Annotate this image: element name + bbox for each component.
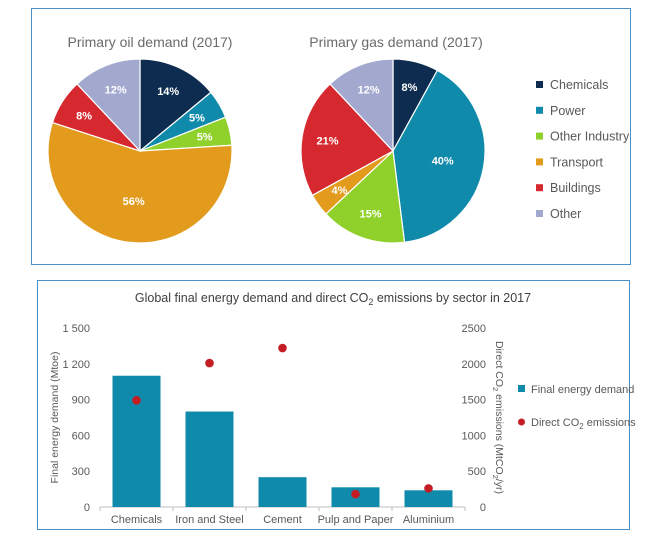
gas-slice-label-chemicals: 8% xyxy=(402,82,418,94)
left-tick-label: 1 200 xyxy=(62,359,90,371)
oil-slice-transport xyxy=(47,121,233,244)
left-tick-label: 900 xyxy=(72,395,90,407)
gas-slice-label-other: 12% xyxy=(358,84,380,96)
left-tick-label: 0 xyxy=(84,502,90,514)
oil-slice-label-other-industry: 5% xyxy=(197,132,213,144)
legend-marker-direct-co2-emissions xyxy=(518,418,525,426)
pie-legend: Chemicals Power Other Industry Transport Bui… xyxy=(536,78,630,221)
left-tick-label: 1 500 xyxy=(62,323,90,335)
pie-charts-panel: Primary oil demand (2017) 14% 5% 5% 56% 8% 12%… xyxy=(31,8,631,265)
bar-cement xyxy=(258,477,307,507)
legend-label-chemicals: Chemicals xyxy=(550,78,608,92)
gas-pie-chart: Primary gas demand (2017) 8% 40% 15% 4% 21% 12… xyxy=(300,34,486,244)
legend-label-other-industry: Other Industry xyxy=(550,130,630,144)
legend-label-power: Power xyxy=(550,104,585,118)
oil-slice-chemicals xyxy=(139,58,212,153)
oil-slice-label-chemicals: 14% xyxy=(157,86,179,98)
emission-point-pulp-and-paper xyxy=(351,489,360,499)
legend-swatch-power xyxy=(536,106,543,114)
x-tick-label-chemicals: Chemicals xyxy=(111,514,163,526)
right-axis-label: Direct CO2 emissions (MtCO2/yr) xyxy=(491,341,505,494)
x-tick-label-pulp-and-paper: Pulp and Paper xyxy=(318,514,394,526)
oil-slice-label-other: 12% xyxy=(105,84,127,96)
x-tick-label-iron-and-steel: Iron and Steel xyxy=(175,514,244,526)
emission-point-aluminium xyxy=(424,484,433,493)
right-tick-label: 2500 xyxy=(462,323,486,335)
gas-slice-power xyxy=(392,69,486,243)
left-axis-label: Final energy demand (Mtoe) xyxy=(49,352,61,484)
gas-slice-buildings xyxy=(300,83,394,197)
gas-slice-other-industry xyxy=(325,149,406,244)
emission-point-iron-and-steel xyxy=(205,358,214,368)
legend-label-other: Other xyxy=(550,207,581,221)
bar-chart-svg: Global final energy demand and direct CO… xyxy=(49,291,636,526)
legend-label-final-energy-demand: Final energy demand xyxy=(531,384,634,396)
bar-chemicals xyxy=(112,375,161,507)
oil-pie-chart: Primary oil demand (2017) 14% 5% 5% 56% 8% 12% xyxy=(47,34,233,244)
bar-aluminium xyxy=(404,490,453,507)
legend-swatch-other-industry xyxy=(536,132,543,140)
gas-slice-label-power: 40% xyxy=(432,155,454,167)
right-tick-label: 500 xyxy=(468,466,486,478)
right-tick-label: 1500 xyxy=(462,395,486,407)
legend-swatch-final-energy-demand xyxy=(518,385,525,392)
right-tick-label: 2000 xyxy=(462,359,486,371)
gas-pie-title: Primary gas demand (2017) xyxy=(309,34,483,50)
bar-chart-title: Global final energy demand and direct CO… xyxy=(135,291,531,307)
gas-slice-label-other-industry: 15% xyxy=(360,208,382,220)
pie-charts-svg: Primary oil demand (2017) 14% 5% 5% 56% 8% 12%… xyxy=(47,34,630,244)
gas-slice-label-transport: 4% xyxy=(331,185,347,197)
legend-swatch-chemicals xyxy=(536,81,543,88)
x-tick-label-aluminium: Aluminium xyxy=(403,514,454,526)
legend-swatch-other xyxy=(536,210,543,217)
emission-point-cement xyxy=(278,343,287,353)
gas-slice-other xyxy=(329,58,394,153)
right-tick-label: 0 xyxy=(480,502,486,514)
left-tick-label: 300 xyxy=(72,466,90,478)
bar-iron-and-steel xyxy=(185,411,234,507)
legend-label-buildings: Buildings xyxy=(550,181,601,195)
left-tick-label: 600 xyxy=(72,430,90,442)
legend-label-transport: Transport xyxy=(550,155,604,169)
emission-point-chemicals xyxy=(132,396,141,405)
gas-slice-label-buildings: 21% xyxy=(317,136,339,148)
oil-slice-other xyxy=(76,58,141,153)
oil-slice-label-buildings: 8% xyxy=(76,111,92,123)
bar-chart-panel: Global final energy demand and direct CO… xyxy=(37,280,636,530)
oil-slice-label-transport: 56% xyxy=(123,196,145,208)
oil-pie-title: Primary oil demand (2017) xyxy=(68,34,233,50)
right-tick-label: 1000 xyxy=(462,430,486,442)
legend-swatch-buildings xyxy=(536,184,543,192)
legend-label-direct-co2-emissions: Direct CO2 emissions xyxy=(531,417,636,431)
legend-swatch-transport xyxy=(536,158,543,166)
oil-slice-label-power: 5% xyxy=(189,112,205,124)
x-tick-label-cement: Cement xyxy=(263,514,302,526)
